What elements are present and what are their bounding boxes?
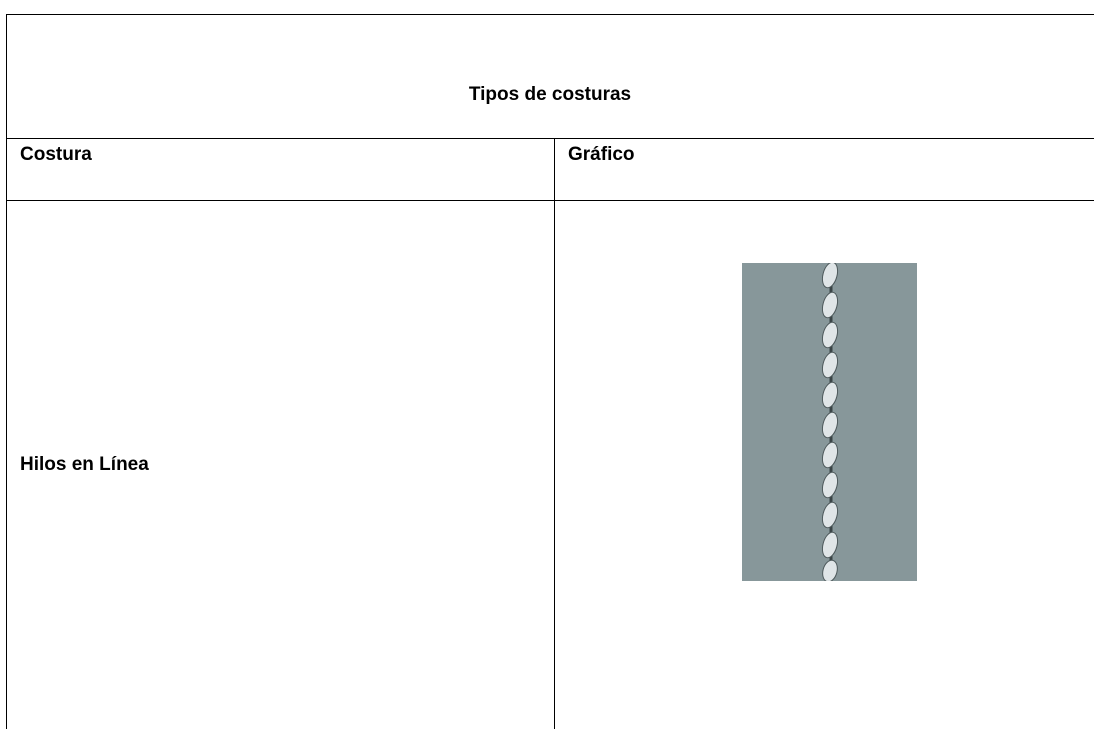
column-divider <box>554 138 555 729</box>
stitch-image <box>742 263 917 581</box>
column-header: Costura <box>20 144 92 165</box>
cell-text: Hilos en Línea <box>20 454 149 475</box>
table-title: Tipos de costuras <box>468 84 632 105</box>
row-divider <box>6 200 1094 201</box>
border-left <box>6 14 7 729</box>
column-header: Gráfico <box>568 144 635 165</box>
border-top <box>6 14 1094 15</box>
stitches <box>821 263 839 581</box>
row-divider <box>6 138 1094 139</box>
